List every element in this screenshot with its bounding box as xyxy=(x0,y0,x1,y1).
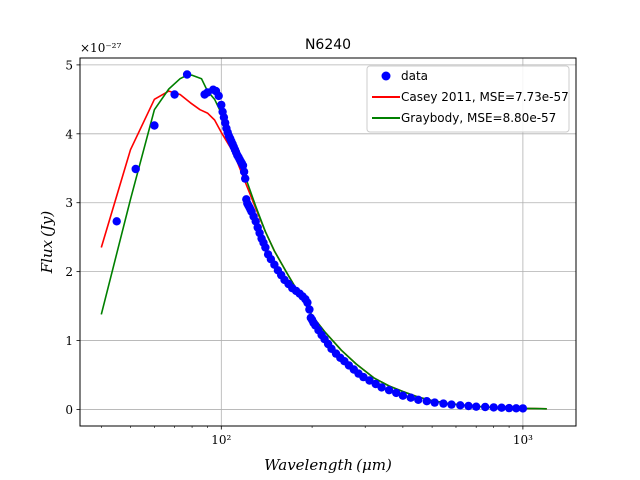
data-point xyxy=(464,401,473,411)
data-point xyxy=(239,167,249,176)
chart-title: N6240 xyxy=(305,37,351,53)
legend: data Casey 2011, MSE=7.73e-57 Graybody, … xyxy=(366,65,570,133)
data-point xyxy=(497,403,506,412)
y-axis-multiplier: ×10⁻²⁷ xyxy=(80,41,121,55)
data-point xyxy=(305,305,314,314)
data-point xyxy=(131,164,140,174)
y-axis-label: Flux (Jy) xyxy=(38,211,56,275)
data-point xyxy=(472,402,481,411)
data-point xyxy=(406,393,415,402)
data-point xyxy=(392,388,401,398)
data-point xyxy=(112,217,121,226)
data-point xyxy=(303,298,312,307)
legend-label-graybody: Graybody, MSE=8.80e-57 xyxy=(401,111,556,125)
x-tick-label: 10² xyxy=(211,433,231,447)
y-tick-label: 1 xyxy=(65,334,73,348)
y-tick-label: 4 xyxy=(65,127,73,141)
data-point xyxy=(217,100,226,110)
data-point xyxy=(504,403,514,413)
data-point xyxy=(518,404,528,413)
data-point xyxy=(261,243,270,252)
data-point xyxy=(456,401,465,410)
y-tick-label: 5 xyxy=(65,58,73,72)
data-point xyxy=(377,383,386,392)
data-point xyxy=(150,121,159,130)
axis-ticks: 0 1 2 3 4 5 10² 10³ xyxy=(65,58,533,447)
data-point xyxy=(430,398,439,407)
data-point xyxy=(489,403,498,412)
data-point xyxy=(422,397,431,406)
data-point xyxy=(512,404,521,413)
plot-series xyxy=(100,70,547,413)
legend-marker-data xyxy=(381,71,391,81)
data-point xyxy=(238,161,248,170)
data-point xyxy=(214,91,223,101)
data-point xyxy=(447,400,456,409)
data-point xyxy=(365,376,374,385)
legend-label-casey: Casey 2011, MSE=7.73e-57 xyxy=(401,90,569,104)
y-tick-label: 2 xyxy=(65,265,73,279)
data-point xyxy=(170,90,179,99)
data-point xyxy=(414,395,423,404)
data-point xyxy=(359,372,368,382)
x-axis-label: Wavelength (μm) xyxy=(264,456,392,474)
data-point xyxy=(182,70,192,79)
y-tick-label: 0 xyxy=(65,403,73,417)
x-tick-label: 10³ xyxy=(513,433,533,447)
y-tick-label: 3 xyxy=(65,196,73,210)
axes-frame xyxy=(79,57,577,427)
data-point xyxy=(481,402,490,412)
legend-label-data: data xyxy=(401,69,428,83)
legend-box xyxy=(366,65,570,133)
data-point xyxy=(439,399,448,408)
data-point xyxy=(241,174,250,183)
data-point xyxy=(398,391,408,400)
data-point xyxy=(384,386,394,395)
